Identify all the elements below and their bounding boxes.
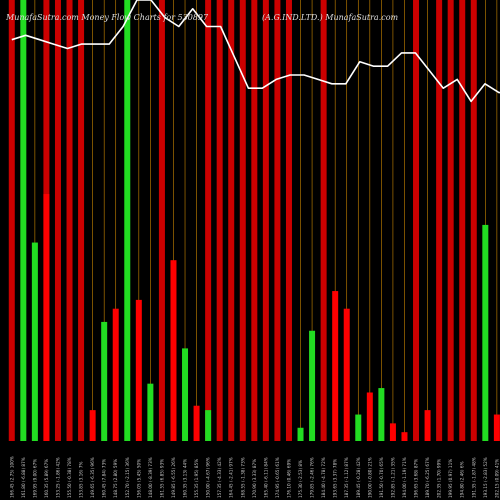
highlight-column <box>285 0 292 441</box>
x-tick-label: 194.00 (-1.19) 71% <box>402 457 407 498</box>
highlight-column <box>239 0 246 441</box>
x-tick-label: 174.95 (-0.65) 61% <box>275 457 280 498</box>
highlight-column <box>228 0 235 441</box>
highlight-column <box>216 0 223 441</box>
money-flow-bar <box>424 410 431 441</box>
money-flow-bar <box>309 330 316 441</box>
highlight-column <box>447 0 454 441</box>
x-tick-label: 196.65 (3.68) 87% <box>414 459 419 498</box>
x-tick-label: 160.35 (5.89) 67% <box>44 459 49 498</box>
highlight-column <box>262 0 269 441</box>
x-tick-label: 175.30 (-2.53) 8% <box>298 460 303 498</box>
money-flow-bar <box>112 308 119 441</box>
x-tick-label: 193.15 (-2.83) 52% <box>483 457 488 498</box>
x-tick-label: 192.85 (-1.21) 35% <box>390 457 395 498</box>
highlight-column <box>158 0 165 441</box>
x-tick-label: 193.65 (3.37) 78% <box>333 459 338 498</box>
x-tick-label: 153.25 (-1.86) 42% <box>55 457 60 498</box>
money-flow-bar <box>101 321 108 441</box>
x-tick-label: 157.35 (-4.33) 42% <box>217 457 222 498</box>
money-flow-bar <box>389 423 396 441</box>
highlight-column <box>251 0 258 441</box>
x-tick-label: 161.80 (-6.88) 87% <box>21 457 26 498</box>
highlight-column <box>8 0 15 441</box>
money-flow-bar <box>355 414 362 441</box>
money-flow-bar <box>493 414 500 441</box>
x-tick-label: 160.35 (3.13) 44% <box>183 459 188 498</box>
x-tick-label: 170.90 (3.33) 87% <box>252 459 257 498</box>
highlight-column <box>436 0 443 441</box>
x-tick-label: 155.35 (1.95) 85% <box>194 459 199 498</box>
x-tick-label: 189.70 (-6.25) 67% <box>425 457 430 498</box>
money-flow-bar <box>378 388 385 441</box>
x-tick-label: 191.50 (-0.70) 65% <box>379 457 384 498</box>
x-tick-label: 148.00 (-8.39) 73% <box>148 457 153 498</box>
x-tick-label: 149.85 (-6.55) 26% <box>171 457 176 498</box>
money-flow-bar <box>205 410 212 441</box>
x-tick-label: 168.55 (-1.38) 73% <box>240 457 245 498</box>
x-tick-label: 199.95 (0.97) 11% <box>448 459 453 498</box>
money-flow-bar <box>89 410 96 441</box>
money-flow-bar <box>193 405 200 441</box>
money-flow-bar <box>43 194 50 441</box>
x-tick-label: 153.85 (3.16) 7% <box>79 461 84 498</box>
highlight-column <box>205 0 212 441</box>
x-tick-label: 189.45 (-0.28) 42% <box>356 457 361 498</box>
x-tick-label: 165.40 (-6.11) 84% <box>263 457 268 498</box>
highlight-column <box>78 0 85 441</box>
money-flow-bar <box>31 242 38 441</box>
chart-subtitle: (A.G.IND.LTD.) MunafaSutra.com <box>262 13 399 22</box>
highlight-column <box>459 0 466 441</box>
x-tick-label: 166.45 (2.75) 100% <box>9 456 14 498</box>
x-tick-label: 148.75 (2.80) 59% <box>113 459 118 498</box>
x-tick-labels: 166.45 (2.75) 100% 161.80 (-6.88) 87% 169.… <box>9 456 499 498</box>
money-flow-bar <box>482 224 489 441</box>
x-tick-label: 169.95 (9.00) 67% <box>32 459 37 498</box>
money-flow-bar <box>332 291 339 441</box>
money-flow-bar <box>124 0 131 441</box>
x-tick-label: 152.70 (-2.15) 36% <box>125 457 130 498</box>
money-flow-bar <box>297 427 304 441</box>
x-tick-label: 202.35 (1.70) 99% <box>437 459 442 498</box>
highlight-column <box>274 0 281 441</box>
highlight-column <box>66 0 73 441</box>
x-tick-label: 194.80 (2.46) 6% <box>460 461 465 498</box>
highlight-column <box>470 0 477 441</box>
x-tick-label: 179.85 (-2.46) 76% <box>310 457 315 498</box>
price-line <box>11 0 500 103</box>
money-flow-bar <box>401 432 408 441</box>
money-flow-bar <box>182 348 189 441</box>
money-flow-bars <box>20 0 500 441</box>
x-tick-label: 190.00 (-0.80) 21% <box>367 457 372 498</box>
highlight-column <box>320 0 327 441</box>
x-tick-label: 161.55 (6.85) 93% <box>159 459 164 498</box>
money-flow-bar <box>366 392 373 441</box>
x-tick-label: 155.50 (-0.38) 78% <box>67 457 72 498</box>
x-tick-label: 156.05 (5.45) 50% <box>136 459 141 498</box>
x-tick-label: 164.45 (-2.41) 97% <box>229 457 234 498</box>
chart-title: MunafaSutra.com Money Flow Charts for 53… <box>5 13 209 22</box>
money-flow-bar <box>20 0 27 441</box>
x-tick-label: 149.65 (-6.35) 96% <box>90 457 95 498</box>
highlight-column <box>413 0 420 441</box>
x-tick-label: 150.00 (-4.67) 96% <box>206 457 211 498</box>
money-flow-bar <box>147 383 154 441</box>
x-tick-label: 191.35 (-1.87) 48% <box>471 457 476 498</box>
x-tick-label: 184.40 (-4.78) 72% <box>321 457 326 498</box>
x-tick-label: 202.15 (0.09) 41% <box>494 459 499 498</box>
x-tick-label: 176.10 (0.46) 69% <box>286 459 291 498</box>
money-flow-bar <box>135 299 142 441</box>
x-tick-label: 160.45 (7.84) 73% <box>102 459 107 498</box>
highlight-column <box>54 0 61 441</box>
money-flow-bar <box>170 260 177 441</box>
x-tick-label: 187.35 (-1.12) 87% <box>344 457 349 498</box>
money-flow-bar <box>343 308 350 441</box>
